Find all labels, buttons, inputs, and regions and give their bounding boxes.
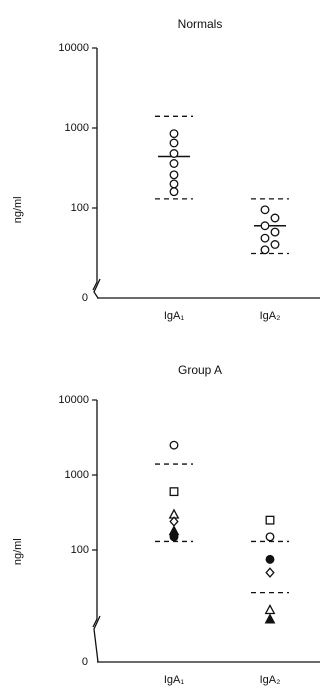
data-point: [260, 221, 270, 231]
data-point: [264, 604, 276, 615]
data-point: [265, 532, 275, 542]
y-axis-label: ng/ml: [12, 538, 24, 565]
data-point: [169, 149, 179, 158]
x-tick-label: IgA₂: [260, 674, 281, 686]
data-point: [260, 245, 270, 255]
data-point: [169, 170, 179, 180]
data-point: [260, 233, 270, 243]
x-tick-label: IgA₁: [164, 674, 185, 686]
data-point: [265, 567, 275, 578]
zero-label: 0: [82, 656, 88, 668]
y-tick-label: 100: [71, 544, 89, 556]
data-point: [169, 187, 179, 197]
data-point: [270, 240, 280, 249]
y-tick-label: 10000: [58, 394, 89, 406]
data-point: [265, 515, 275, 525]
y-tick-label: 100: [71, 202, 89, 214]
data-point: [169, 129, 179, 139]
data-point: [270, 213, 280, 223]
chart-title: Normals: [178, 17, 223, 31]
data-point: [169, 440, 179, 450]
axis-break: [92, 278, 101, 299]
y-tick-label: 1000: [65, 469, 89, 481]
x-tick-label: IgA₁: [164, 310, 185, 322]
x-tick-label: IgA₂: [260, 310, 281, 322]
data-point: [260, 205, 270, 215]
data-point: [265, 554, 275, 564]
data-point: [169, 179, 179, 189]
data-point: [169, 487, 179, 497]
chart-title: Group A: [178, 363, 222, 377]
axis-break: [92, 615, 101, 663]
data-point: [169, 159, 179, 168]
data-point: [264, 613, 276, 624]
data-point: [270, 227, 280, 237]
data-point: [169, 138, 179, 148]
y-tick-label: 1000: [65, 122, 89, 134]
y-tick-label: 10000: [58, 42, 89, 54]
y-axis-label: ng/ml: [12, 196, 24, 223]
zero-label: 0: [82, 292, 88, 304]
data-point: [169, 532, 179, 542]
